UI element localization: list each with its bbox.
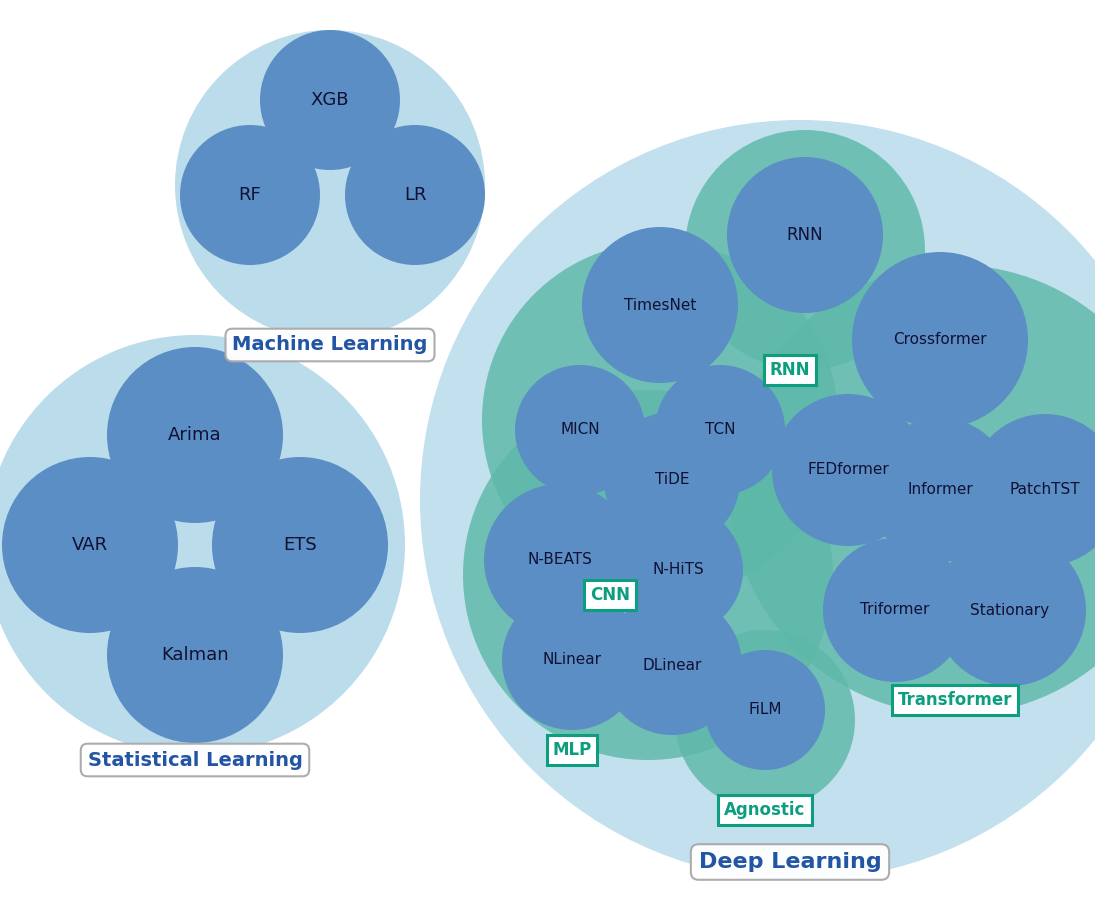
Circle shape [852,252,1028,428]
Text: N-HiTS: N-HiTS [653,562,704,577]
Circle shape [2,457,178,633]
Circle shape [602,595,742,735]
Text: Triformer: Triformer [861,603,930,618]
Circle shape [685,130,925,370]
Text: Statistical Learning: Statistical Learning [88,751,302,770]
Circle shape [180,125,320,265]
Circle shape [823,538,967,682]
Text: Machine Learning: Machine Learning [232,336,428,355]
Circle shape [515,365,645,495]
Circle shape [463,390,833,760]
Text: PatchTST: PatchTST [1010,482,1081,497]
Text: TCN: TCN [705,422,735,437]
Circle shape [934,534,1086,686]
Circle shape [345,125,485,265]
Text: RF: RF [239,186,262,204]
Text: N-BEATS: N-BEATS [528,552,592,568]
Circle shape [260,30,400,170]
Circle shape [484,484,636,636]
Text: Kalman: Kalman [161,646,229,664]
Text: Deep Learning: Deep Learning [699,852,881,872]
Circle shape [868,418,1012,562]
Circle shape [0,335,405,755]
Text: TiDE: TiDE [655,472,689,488]
Circle shape [613,505,744,635]
Text: Informer: Informer [907,482,972,497]
Text: RNN: RNN [770,361,810,379]
Text: Agnostic: Agnostic [724,801,806,819]
Circle shape [107,567,283,743]
Circle shape [705,650,825,770]
Text: Arima: Arima [169,426,222,444]
Circle shape [730,265,1095,715]
Circle shape [175,30,485,340]
Circle shape [772,394,924,546]
Text: DLinear: DLinear [643,657,702,673]
Circle shape [969,414,1095,566]
Circle shape [727,157,883,313]
Text: MICN: MICN [561,422,600,437]
Circle shape [655,365,785,495]
Text: ETS: ETS [284,536,316,554]
Circle shape [482,242,838,598]
Text: NLinear: NLinear [542,653,601,667]
Text: VAR: VAR [72,536,108,554]
Text: MLP: MLP [552,741,591,759]
Text: FiLM: FiLM [748,702,782,718]
Text: TimesNet: TimesNet [624,297,696,313]
Circle shape [583,227,738,383]
Text: Stationary: Stationary [970,603,1050,618]
Text: Crossformer: Crossformer [894,332,987,348]
Circle shape [212,457,388,633]
Circle shape [604,412,740,548]
Circle shape [675,630,855,810]
Text: LR: LR [404,186,426,204]
Circle shape [502,590,642,730]
Circle shape [420,120,1095,880]
Text: CNN: CNN [590,586,630,604]
Circle shape [107,347,283,523]
Text: RNN: RNN [786,226,823,244]
Text: FEDformer: FEDformer [807,462,889,478]
Text: XGB: XGB [311,91,349,109]
Text: Transformer: Transformer [898,691,1012,709]
